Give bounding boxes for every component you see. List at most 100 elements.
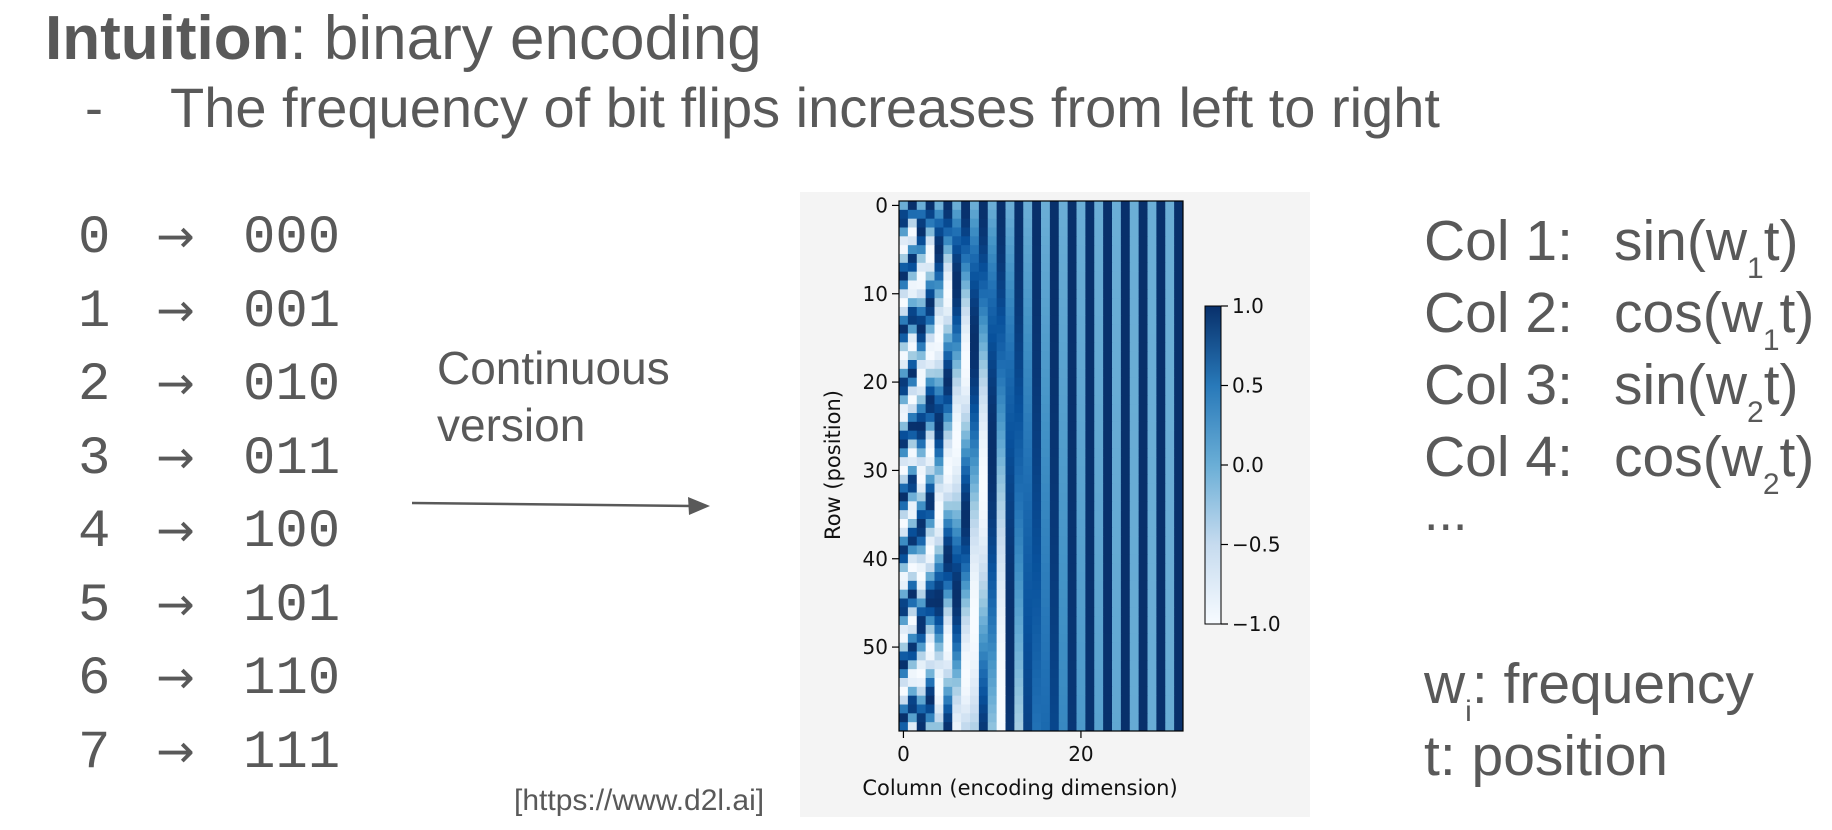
heatmap-cell bbox=[1041, 625, 1051, 635]
heatmap-cell bbox=[1129, 519, 1140, 529]
heatmap-cell bbox=[952, 501, 962, 511]
heatmap-cell bbox=[1076, 633, 1086, 644]
heatmap-cell bbox=[996, 686, 1006, 697]
heatmap-cell bbox=[1041, 236, 1051, 246]
heatmap-cell bbox=[916, 333, 927, 343]
heatmap-cell bbox=[1174, 678, 1184, 688]
heatmap-cell bbox=[925, 448, 935, 458]
heatmap-cell bbox=[1103, 307, 1113, 317]
heatmap-cell bbox=[916, 563, 927, 573]
heatmap-cell bbox=[1120, 448, 1131, 458]
heatmap-cell bbox=[1129, 536, 1140, 546]
heatmap-cell bbox=[1156, 563, 1166, 573]
heatmap-cell bbox=[1156, 307, 1166, 317]
heatmap-cell bbox=[952, 589, 962, 599]
heatmap-cell bbox=[925, 483, 935, 493]
heatmap-cell bbox=[996, 616, 1006, 626]
heatmap-cell bbox=[1023, 616, 1033, 626]
heatmap-cell bbox=[1076, 307, 1086, 317]
heatmap-cell bbox=[1129, 209, 1140, 220]
heatmap-cell bbox=[1076, 395, 1086, 405]
heatmap-cell bbox=[1005, 395, 1015, 405]
heatmap-cell bbox=[1120, 527, 1131, 538]
heatmap-cell bbox=[1058, 589, 1069, 599]
heatmap-cell bbox=[970, 563, 980, 573]
heatmap-cell bbox=[916, 209, 927, 220]
heatmap-cell bbox=[996, 625, 1006, 635]
heatmap-y-label: Row (position) bbox=[821, 390, 845, 540]
heatmap-cell bbox=[1041, 209, 1051, 220]
heatmap-cell bbox=[925, 466, 935, 476]
heatmap-cell bbox=[1165, 554, 1175, 564]
heatmap-cell bbox=[1103, 492, 1113, 502]
heatmap-cell bbox=[1032, 333, 1042, 343]
heatmap-cell bbox=[961, 492, 971, 502]
heatmap-cell bbox=[899, 386, 909, 396]
heatmap-cell bbox=[943, 642, 953, 652]
heatmap-cell bbox=[1094, 678, 1104, 688]
heatmap-cell bbox=[943, 395, 953, 405]
heatmap-cell bbox=[961, 589, 971, 599]
heatmap-cell bbox=[916, 713, 927, 723]
heatmap-cell bbox=[1165, 386, 1175, 396]
heatmap-cell bbox=[952, 554, 962, 564]
heatmap-cell bbox=[1156, 554, 1166, 564]
heatmap-cell bbox=[1085, 360, 1095, 370]
heatmap-cell bbox=[1014, 660, 1024, 670]
heatmap-cell bbox=[996, 201, 1006, 211]
heatmap-cell bbox=[1041, 580, 1051, 591]
heatmap-cell bbox=[907, 545, 918, 555]
heatmap-cell bbox=[978, 368, 989, 379]
heatmap-cell bbox=[1103, 510, 1113, 520]
heatmap-cell bbox=[1076, 466, 1086, 476]
heatmap-cell bbox=[1041, 519, 1051, 529]
heatmap-cell bbox=[943, 413, 953, 423]
heatmap-cell bbox=[1005, 545, 1015, 555]
heatmap-cell bbox=[1165, 368, 1175, 379]
heatmap-cell bbox=[1174, 289, 1184, 299]
heatmap-cell bbox=[1156, 536, 1166, 546]
heatmap-cell bbox=[1094, 386, 1104, 396]
heatmap-cell bbox=[943, 262, 953, 273]
heatmap-cell bbox=[1156, 342, 1166, 352]
heatmap-cell bbox=[1041, 572, 1051, 582]
heatmap-cell bbox=[934, 633, 944, 644]
heatmap-cell bbox=[1041, 368, 1051, 379]
heatmap-cell bbox=[1067, 351, 1077, 361]
heatmap-cell bbox=[1058, 298, 1069, 308]
heatmap-cell bbox=[1067, 448, 1077, 458]
heatmap-cell bbox=[1085, 545, 1095, 555]
heatmap-cell bbox=[1138, 448, 1148, 458]
heatmap-cell bbox=[1094, 404, 1104, 414]
heatmap-cell bbox=[1067, 324, 1077, 334]
heatmap-cell bbox=[1049, 713, 1060, 723]
heatmap-cell bbox=[1005, 598, 1015, 608]
heatmap-cell bbox=[952, 704, 962, 714]
heatmap-cell bbox=[1129, 315, 1140, 326]
heatmap-cell bbox=[1174, 527, 1184, 538]
heatmap-cell bbox=[970, 625, 980, 635]
heatmap-cell bbox=[1174, 386, 1184, 396]
heatmap-cell bbox=[1067, 713, 1077, 723]
heatmap-cell bbox=[1076, 598, 1086, 608]
heatmap-cell bbox=[916, 201, 927, 211]
heatmap-cell bbox=[1138, 315, 1148, 326]
heatmap-cell bbox=[1058, 395, 1069, 405]
heatmap-cell bbox=[1023, 660, 1033, 670]
heatmap-cell bbox=[1067, 227, 1077, 237]
heatmap-cell bbox=[996, 510, 1006, 520]
heatmap-cell bbox=[1067, 510, 1077, 520]
heatmap-cell bbox=[1014, 342, 1024, 352]
heatmap-cell bbox=[987, 395, 998, 405]
heatmap-cell bbox=[1023, 501, 1033, 511]
heatmap-cell bbox=[1120, 510, 1131, 520]
heatmap-cell bbox=[987, 580, 998, 591]
heatmap-cell bbox=[996, 413, 1006, 423]
heatmap-cell bbox=[987, 642, 998, 652]
heatmap-cell bbox=[1138, 713, 1148, 723]
heatmap-cell bbox=[1005, 625, 1015, 635]
heatmap-cell bbox=[1032, 563, 1042, 573]
heatmap-cell bbox=[1147, 642, 1157, 652]
continuous-label-line2: version bbox=[437, 399, 586, 451]
heatmap-cell bbox=[1174, 616, 1184, 626]
